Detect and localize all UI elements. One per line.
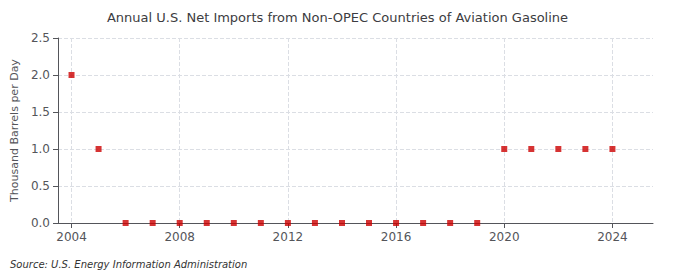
svg-text:2.5: 2.5 bbox=[31, 31, 50, 45]
svg-text:2020: 2020 bbox=[489, 230, 520, 244]
svg-text:2004: 2004 bbox=[56, 230, 87, 244]
svg-text:0.5: 0.5 bbox=[31, 179, 50, 193]
svg-text:Annual U.S. Net Imports from N: Annual U.S. Net Imports from Non-OPEC Co… bbox=[107, 10, 568, 25]
svg-text:Source: U.S. Energy Informatio: Source: U.S. Energy Information Administ… bbox=[10, 259, 247, 270]
svg-text:1.0: 1.0 bbox=[31, 142, 50, 156]
svg-text:2024: 2024 bbox=[597, 230, 628, 244]
svg-text:2008: 2008 bbox=[164, 230, 195, 244]
svg-text:Thousand Barrels per Day: Thousand Barrels per Day bbox=[8, 59, 21, 203]
svg-text:2016: 2016 bbox=[381, 230, 412, 244]
svg-text:0.0: 0.0 bbox=[31, 216, 50, 230]
svg-text:2.0: 2.0 bbox=[31, 68, 50, 82]
svg-text:1.5: 1.5 bbox=[31, 105, 50, 119]
svg-text:2012: 2012 bbox=[273, 230, 304, 244]
